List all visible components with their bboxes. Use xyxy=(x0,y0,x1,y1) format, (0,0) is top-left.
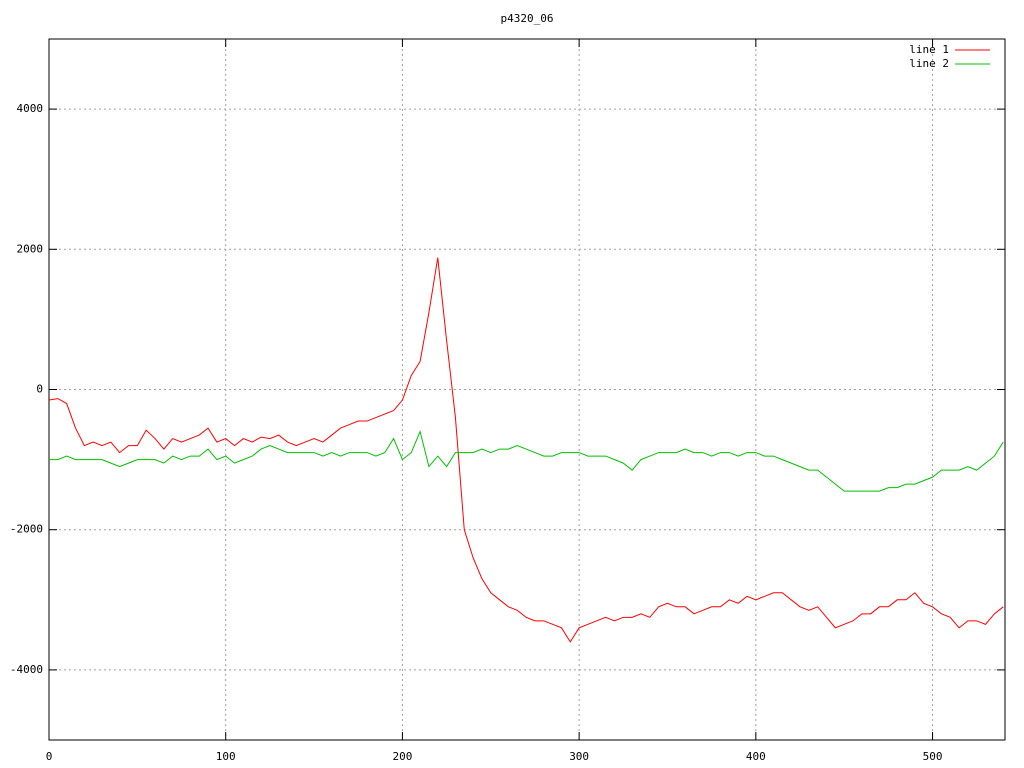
y-tick-label: 2000 xyxy=(17,242,44,255)
x-tick-label: 500 xyxy=(923,750,943,763)
x-tick-label: 300 xyxy=(569,750,589,763)
y-tick-label: -2000 xyxy=(10,523,43,536)
y-tick-label: 4000 xyxy=(17,102,44,115)
y-tick-label: 0 xyxy=(36,383,43,396)
x-tick-label: 200 xyxy=(392,750,412,763)
legend-label: line 1 xyxy=(909,43,949,56)
plot-border xyxy=(48,38,1006,741)
data-line xyxy=(48,257,1004,643)
x-tick-label: 100 xyxy=(216,750,236,763)
y-tick-label: -4000 xyxy=(10,663,43,676)
x-tick-label: 0 xyxy=(46,750,53,763)
x-tick-label: 400 xyxy=(746,750,766,763)
legend-label: line 2 xyxy=(909,57,949,70)
data-line xyxy=(49,429,1004,492)
chart-title: p4320_06 xyxy=(501,12,554,25)
